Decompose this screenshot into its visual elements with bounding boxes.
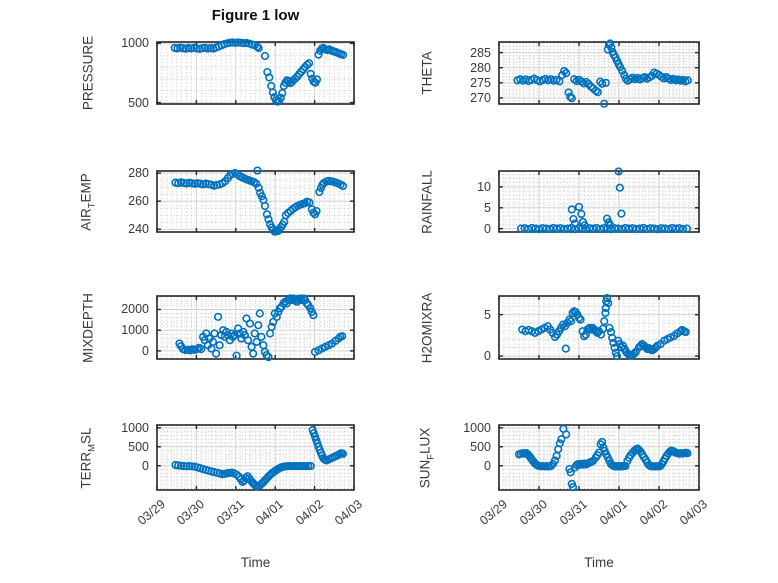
y-tick-label: 0	[484, 349, 491, 364]
subplot-terr_msl-plot	[156, 424, 355, 491]
y-tick-label: 10	[477, 179, 491, 194]
subplot-air_temp-plot	[156, 166, 355, 236]
subplot-mixdepth-plot	[156, 294, 355, 362]
x-tick-label: 03/31	[213, 497, 247, 528]
y-tick-label: 5	[484, 307, 491, 322]
x-tick-label: 03/31	[557, 497, 590, 528]
subplot-theta-plot	[498, 39, 700, 108]
x-tick-label: 04/02	[292, 497, 326, 528]
y-tick-label: 270	[470, 90, 491, 105]
y-tick-label: 500	[128, 439, 149, 454]
y-tick-label: 0	[484, 221, 491, 236]
y-tick-label: 240	[128, 222, 149, 237]
x-tick-label: 04/03	[332, 497, 365, 528]
x-tick-label: 03/29	[135, 497, 168, 528]
x-tick-label: 04/02	[637, 497, 670, 528]
x-axis-label-right: Time	[584, 555, 614, 570]
y-tick-label: 5	[484, 200, 491, 215]
y-tick-label: 280	[470, 60, 491, 75]
subplot-sun_flux-plot	[498, 424, 700, 492]
x-tick-label: 04/01	[253, 497, 287, 528]
y-tick-label: 275	[470, 75, 491, 90]
subplot-rainfall-plot	[498, 167, 700, 234]
y-tick-label: 1000	[463, 420, 491, 435]
y-tick-label: 1000	[121, 36, 149, 51]
figure-title: Figure 1 low	[211, 7, 300, 24]
x-tick-label: 04/01	[597, 497, 630, 528]
y-tick-label: 2000	[121, 302, 149, 317]
y-tick-label: 500	[128, 95, 149, 110]
y-tick-label: 260	[128, 194, 149, 209]
x-tick-label: 03/29	[477, 497, 510, 528]
x-tick-label: 04/03	[677, 497, 710, 528]
x-axis-label-left: Time	[240, 555, 271, 570]
y-tick-label: 0	[142, 458, 149, 473]
subplot-h2omixra-plot	[498, 293, 700, 361]
y-tick-label: 285	[470, 45, 491, 60]
y-tick-label: 500	[470, 439, 491, 454]
x-tick-label: 03/30	[174, 497, 208, 528]
subplot-pressure-plot	[156, 38, 355, 106]
y-tick-label: 0	[142, 343, 149, 358]
x-tick-label: 03/30	[517, 497, 550, 528]
y-tick-label: 280	[128, 166, 149, 181]
y-tick-label: 1000	[121, 323, 149, 338]
y-tick-label: 1000	[121, 420, 149, 435]
y-tick-label: 0	[484, 458, 491, 473]
